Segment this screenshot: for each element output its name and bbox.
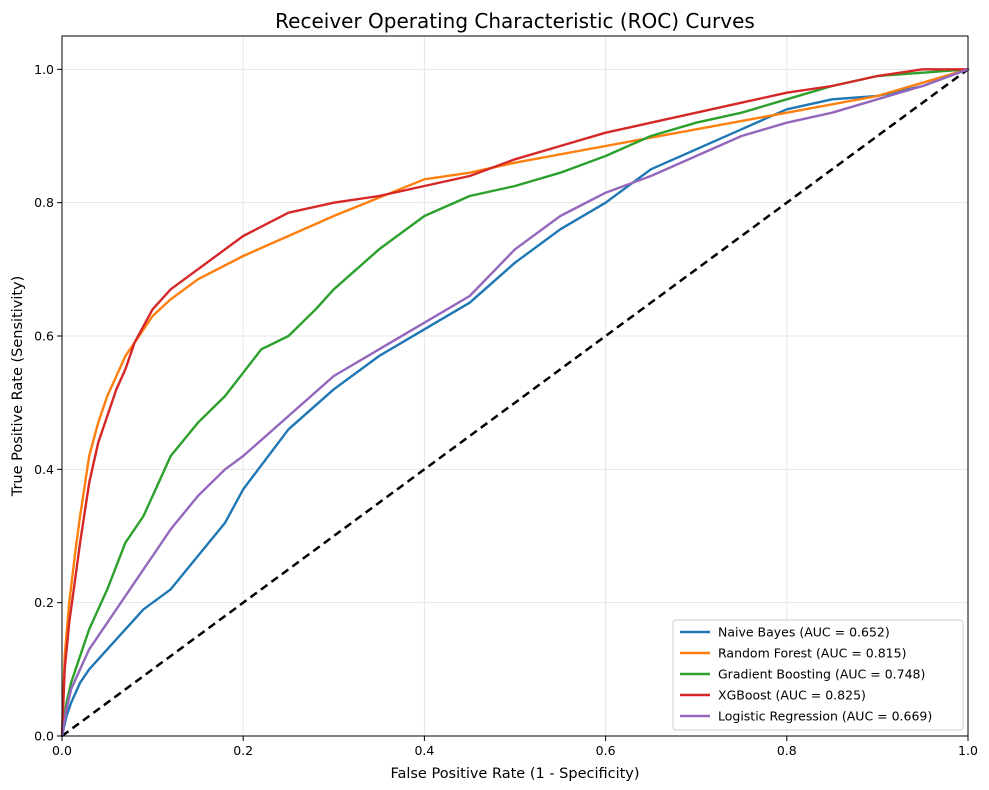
y-tick-label: 0.2 [34,595,54,610]
y-tick-label: 0.4 [34,462,54,477]
series-line-3 [60,68,970,738]
legend-label-3: XGBoost (AUC = 0.825) [718,688,866,703]
legend: Naive Bayes (AUC = 0.652) Random Forest (… [672,619,964,731]
legend-label-0: Naive Bayes (AUC = 0.652) [718,625,890,640]
reference-diagonal-line [61,68,969,738]
x-tick-label: 0.8 [777,743,797,758]
series-line-0 [60,68,970,738]
legend-box [672,619,964,731]
x-tick-label: 1.0 [958,743,978,758]
series-lines [60,68,970,738]
reference-diagonal-group [61,68,969,738]
plot-frame [61,35,969,737]
x-tick-label: 0.6 [596,743,616,758]
legend-label-2: Gradient Boosting (AUC = 0.748) [718,667,925,682]
legend-label-1: Random Forest (AUC = 0.815) [718,646,906,661]
y-tick-label: 0.8 [34,195,54,210]
x-axis-label: False Positive Rate (1 - Specificity) [390,766,639,782]
legend-label-4: Logistic Regression (AUC = 0.669) [718,709,932,724]
y-tick-label: 0.0 [34,729,54,744]
x-tick-label: 0.4 [414,743,434,758]
x-tick-label: 0.0 [52,743,72,758]
y-tick-label: 0.6 [34,329,54,344]
series-line-1 [60,68,970,738]
series-line-4 [60,68,970,738]
y-axis-label: True Positive Rate (Sensitivity) [10,276,26,498]
axis-ticks: 0.0 0.2 0.4 0.6 0.8 1.0 0.0 0.2 0.4 0.6 0.8 1.0 [34,62,978,758]
chart-title: Receiver Operating Characteristic (ROC) … [275,9,755,33]
series-line-2 [60,68,970,738]
grid-lines [61,36,969,737]
y-tick-label: 1.0 [34,62,54,77]
x-tick-label: 0.2 [233,743,253,758]
